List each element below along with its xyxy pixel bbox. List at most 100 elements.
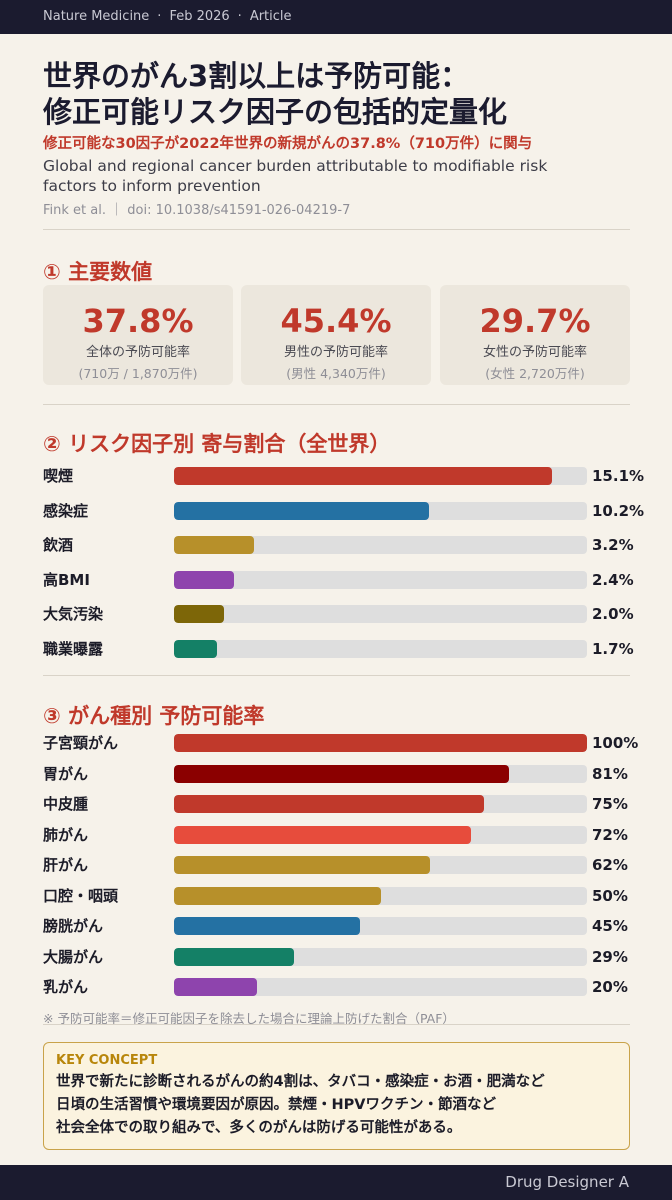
bar-track — [174, 605, 587, 623]
bar — [174, 795, 484, 813]
bar-row: 大腸がん 29% — [43, 945, 643, 969]
bar-category-label: 飲酒 — [43, 536, 74, 554]
stat-value: 37.8% — [82, 302, 194, 340]
bar-value-label: 50% — [592, 886, 628, 905]
bar-category-label: 職業曝露 — [43, 639, 104, 658]
bar — [174, 536, 255, 554]
page-title: 世界のがん3割以上は予防可能： 修正可能リスク因子の包括的定量化 — [43, 58, 643, 130]
bar-category-label: 肝がん — [43, 856, 89, 874]
bar-row: 肺がん 72% — [43, 823, 643, 847]
bar — [174, 764, 509, 783]
bar-row: 肝がん 62% — [43, 853, 643, 877]
bar-row: 口腔・咽頭 50% — [43, 884, 643, 908]
stat-card-overall: 37.8% 全体の予防可能率 (710万 / 1,870万件) — [43, 285, 233, 385]
bar-value-label: 29% — [592, 947, 628, 966]
bottom-bar: Drug Designer A — [0, 1165, 672, 1200]
footnote: ※ 予防可能率＝修正可能因子を除去した場合に理論上防げた割合（PAF） — [43, 1011, 455, 1026]
bar-value-label: 100% — [592, 734, 639, 752]
publication-date: Feb 2026 — [169, 9, 230, 24]
bar — [174, 605, 225, 623]
bar-category-label: 喫煙 — [43, 467, 74, 485]
journal-name: Nature Medicine — [43, 9, 150, 24]
key-concept-text: 世界で新たに診断されるがんの約4割は、タバコ・感染症・お酒・肥満など — [56, 1074, 545, 1090]
bar-row: 子宮頸がん 100% — [43, 731, 643, 755]
bar-row: 喫煙 15.1% — [43, 464, 645, 488]
subtitle-english: Global and regional cancer burden attrib… — [43, 157, 548, 195]
key-concept-box: KEY CONCEPT 世界で新たに診断されるがんの約4割は、タバコ・感染症・お… — [43, 1042, 630, 1150]
bar-category-label: 肺がん — [43, 825, 89, 844]
subtitle-japanese: 修正可能な30因子が2022年世界の新規がんの37.8%（710万件）に関与 — [43, 136, 533, 152]
bar-track — [174, 639, 587, 658]
bar-value-label: 81% — [592, 764, 628, 783]
bar — [174, 501, 430, 520]
bar-value-label: 62% — [592, 856, 628, 874]
bar-row: 職業曝露 1.7% — [43, 637, 643, 661]
bar — [174, 639, 217, 658]
divider — [43, 404, 630, 405]
bar-value-label: 2.0% — [592, 605, 634, 623]
bar-track — [174, 917, 587, 935]
bar — [174, 570, 235, 589]
key-concept-text: 社会全体での取り組みで、多くのがんは防げる可能性がある。 — [56, 1120, 462, 1136]
separator-dot: · — [157, 9, 162, 24]
bar-value-label: 72% — [592, 825, 628, 844]
stat-value: 29.7% — [479, 302, 591, 340]
divider — [43, 675, 630, 676]
bar-category-label: 高BMI — [43, 570, 90, 589]
article-type: Article — [249, 9, 292, 24]
bar-track — [174, 570, 587, 589]
top-bar: Nature Medicine · Feb 2026 · Article — [0, 0, 672, 34]
bar-category-label: 子宮頸がん — [43, 734, 119, 752]
title-line-2: 修正可能リスク因子の包括的定量化 — [43, 95, 508, 129]
bar-value-label: 10.2% — [592, 501, 645, 520]
section-heading-risk-factors: ② リスク因子別 寄与割合（全世界） — [43, 432, 391, 456]
title-line-1: 世界のがん3割以上は予防可能： — [43, 59, 470, 93]
bar-category-label: 大気汚染 — [43, 605, 104, 623]
bar-row: 中皮腫 75% — [43, 792, 643, 816]
bar-category-label: 中皮腫 — [43, 795, 89, 813]
bar-value-label: 15.1% — [592, 467, 645, 485]
bar — [174, 917, 360, 935]
stat-label: 女性の予防可能率 — [482, 345, 587, 360]
bar-value-label: 2.4% — [592, 570, 634, 589]
bar-track — [174, 886, 587, 905]
bar-track — [174, 501, 587, 520]
stat-card-male: 45.4% 男性の予防可能率 (男性 4,340万件) — [241, 285, 431, 385]
bar-row: 胃がん 81% — [43, 762, 643, 786]
bar-category-label: 口腔・咽頭 — [43, 886, 119, 905]
bar — [174, 886, 381, 905]
stat-value: 45.4% — [280, 302, 392, 340]
bar-value-label: 75% — [592, 795, 628, 813]
bar-track — [174, 536, 587, 554]
stat-label: 全体の予防可能率 — [85, 345, 190, 360]
bar-value-label: 1.7% — [592, 639, 634, 658]
stat-label: 男性の予防可能率 — [283, 345, 388, 360]
bar-row: 高BMI 2.4% — [43, 568, 643, 592]
bar — [174, 467, 552, 485]
footer-credit: Drug Designer A — [505, 1173, 629, 1191]
bar-row: 乳がん 20% — [43, 975, 643, 999]
section-heading-cancer-types: ③ がん種別 予防可能率 — [43, 704, 265, 728]
bar-row: 大気汚染 2.0% — [43, 602, 643, 626]
separator-dot: · — [237, 9, 242, 24]
bar-row: 膀胱がん 45% — [43, 914, 643, 938]
bar-track — [174, 734, 587, 752]
bar-track — [174, 764, 587, 783]
key-concept-text: 日頃の生活習慣や環境要因が原因。禁煙・HPVワクチン・節酒など — [56, 1097, 496, 1113]
key-concept-heading: KEY CONCEPT — [56, 1053, 158, 1068]
bar-category-label: 大腸がん — [43, 947, 104, 966]
citation: Fink et al. ｜ doi: 10.1038/s41591-026-04… — [43, 203, 351, 218]
bar-track — [174, 947, 587, 966]
bar-category-label: 胃がん — [43, 764, 89, 783]
divider — [43, 229, 630, 230]
bar — [174, 825, 472, 844]
bar-value-label: 3.2% — [592, 536, 634, 554]
bar-value-label: 20% — [592, 978, 628, 996]
stat-sub: (男性 4,340万件) — [286, 366, 386, 381]
bar-category-label: 膀胱がん — [43, 917, 104, 935]
stat-sub: (710万 / 1,870万件) — [78, 366, 198, 381]
stat-card-female: 29.7% 女性の予防可能率 (女性 2,720万件) — [440, 285, 630, 385]
divider — [43, 1024, 630, 1025]
bar — [174, 734, 587, 752]
bar-category-label: 乳がん — [43, 978, 89, 996]
